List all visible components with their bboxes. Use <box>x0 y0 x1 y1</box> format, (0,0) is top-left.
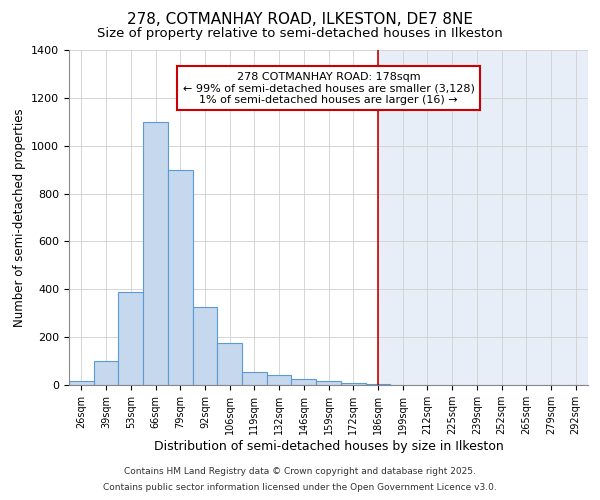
Bar <box>242 372 267 385</box>
Text: Contains public sector information licensed under the Open Government Licence v3: Contains public sector information licen… <box>103 484 497 492</box>
Bar <box>341 382 365 385</box>
Bar <box>365 384 390 385</box>
Y-axis label: Number of semi-detached properties: Number of semi-detached properties <box>13 108 26 327</box>
Bar <box>168 170 193 385</box>
Bar <box>378 50 588 385</box>
Bar <box>217 343 242 385</box>
Bar <box>118 292 143 385</box>
Bar <box>292 379 316 385</box>
Bar <box>143 122 168 385</box>
Text: Contains HM Land Registry data © Crown copyright and database right 2025.: Contains HM Land Registry data © Crown c… <box>124 467 476 476</box>
Text: 278 COTMANHAY ROAD: 178sqm
← 99% of semi-detached houses are smaller (3,128)
1% : 278 COTMANHAY ROAD: 178sqm ← 99% of semi… <box>182 72 475 104</box>
Bar <box>69 382 94 385</box>
Bar <box>193 307 217 385</box>
Bar <box>316 382 341 385</box>
Bar <box>94 361 118 385</box>
Text: Size of property relative to semi-detached houses in Ilkeston: Size of property relative to semi-detach… <box>97 28 503 40</box>
X-axis label: Distribution of semi-detached houses by size in Ilkeston: Distribution of semi-detached houses by … <box>154 440 503 453</box>
Text: 278, COTMANHAY ROAD, ILKESTON, DE7 8NE: 278, COTMANHAY ROAD, ILKESTON, DE7 8NE <box>127 12 473 28</box>
Bar <box>267 376 292 385</box>
